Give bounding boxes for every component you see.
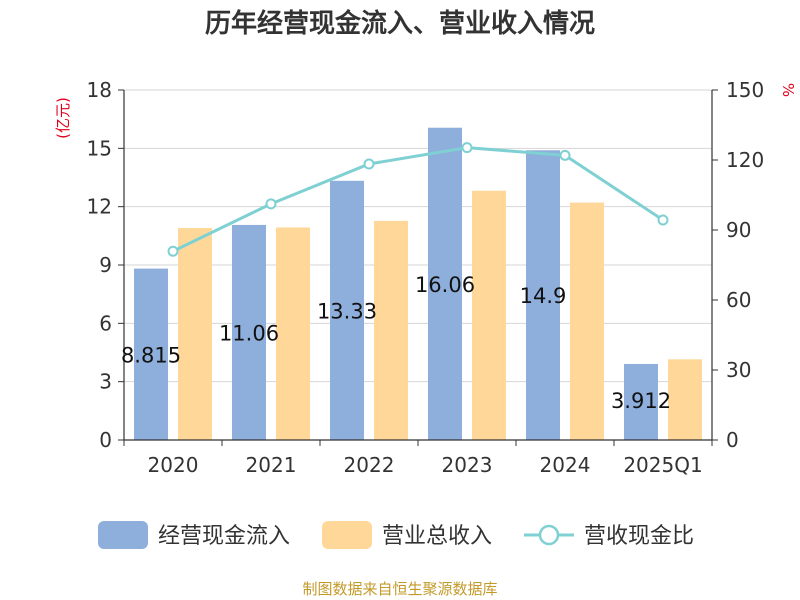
chart-title: 历年经营现金流入、营业收入情况 — [205, 8, 595, 39]
ratio-line — [167, 142, 669, 257]
left-tick-label: 3 — [99, 370, 112, 394]
legend-swatch-cash-inflow — [98, 521, 148, 549]
data-labels: 8.815 11.06 13.33 16.06 14.9 3.912 — [121, 273, 671, 413]
bar-cash-inflow — [134, 268, 168, 440]
legend-marker-ratio — [538, 524, 560, 546]
x-tick-label: 2022 — [344, 453, 395, 477]
bar-data-label: 13.33 — [317, 299, 377, 323]
right-axis-unit: % — [779, 83, 797, 97]
line-point — [461, 142, 473, 154]
right-tick-label: 0 — [726, 428, 739, 452]
right-tick-label: 60 — [726, 288, 751, 312]
right-tick-label: 90 — [726, 218, 751, 242]
line-point — [559, 149, 571, 161]
left-tick-label: 9 — [99, 253, 112, 277]
legend-swatch-revenue — [322, 521, 372, 549]
bar-revenue — [472, 190, 506, 440]
axes: 0 3 6 9 12 15 18 0 30 60 90 120 150 2020 2021 2022 2023 2… — [87, 78, 765, 477]
bars — [134, 127, 702, 441]
legend-label-ratio: 营收现金比 — [584, 524, 694, 549]
x-tick-label: 2020 — [148, 453, 199, 477]
left-tick-label: 12 — [87, 195, 112, 219]
right-tick-label: 30 — [726, 358, 751, 382]
bar-cash-inflow — [526, 150, 560, 440]
left-tick-label: 15 — [87, 136, 112, 160]
bar-data-label: 16.06 — [415, 273, 475, 297]
legend-label-revenue: 营业总收入 — [382, 524, 492, 549]
bar-data-label: 11.06 — [219, 321, 279, 345]
bar-data-label: 14.9 — [520, 284, 567, 308]
x-tick-label: 2023 — [442, 453, 493, 477]
source-note: 制图数据来自恒生聚源数据库 — [302, 580, 497, 598]
bar-cash-inflow — [428, 127, 462, 440]
right-tick-label: 150 — [726, 78, 764, 102]
line-point — [265, 198, 277, 210]
left-tick-label: 0 — [99, 428, 112, 452]
legend-label-cash-inflow: 经营现金流入 — [158, 524, 290, 549]
line-point — [657, 214, 669, 226]
x-tick-label: 2021 — [246, 453, 297, 477]
line-ratio — [172, 146, 664, 253]
bar-cash-inflow — [330, 180, 364, 441]
bar-revenue — [374, 220, 408, 440]
x-tick-label: 2024 — [540, 453, 591, 477]
legend: 经营现金流入 营业总收入 营收现金比 — [98, 521, 694, 549]
bar-revenue — [668, 359, 702, 440]
bar-revenue — [178, 228, 212, 440]
x-tick-label: 2025Q1 — [623, 453, 702, 477]
bar-revenue — [276, 227, 310, 440]
right-tick-label: 120 — [726, 148, 764, 172]
line-point — [363, 158, 375, 170]
bar-cash-inflow — [624, 363, 658, 440]
bar-data-label: 8.815 — [121, 343, 181, 367]
gridlines — [124, 89, 712, 383]
left-axis-unit: (亿元) — [54, 97, 72, 139]
left-tick-label: 18 — [87, 78, 112, 102]
line-point — [167, 245, 179, 257]
bar-cash-inflow — [232, 224, 266, 440]
bar-revenue — [570, 202, 604, 440]
bar-data-label: 3.912 — [611, 389, 671, 413]
left-tick-label: 6 — [99, 311, 112, 335]
